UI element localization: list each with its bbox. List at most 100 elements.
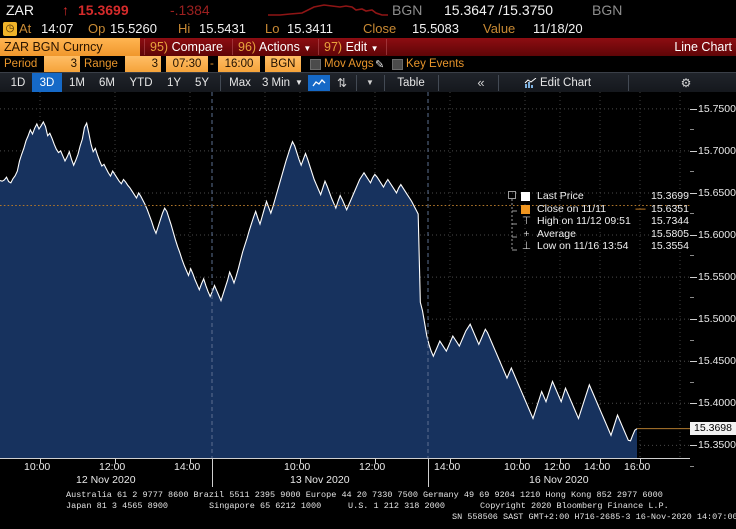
x-axis-date-label: 16 Nov 2020 [529,474,589,486]
x-axis-tick-label: 10:00 [504,461,531,473]
range-5y-button[interactable]: 5Y [194,77,210,89]
x-axis-tick-mark [450,459,451,463]
y-axis-minor-tick [690,213,694,215]
x-axis-tick-mark [115,459,116,463]
key-events-label[interactable]: Key Events [406,58,465,70]
ticker-arrow-icon: ↑ [62,2,69,18]
x-axis-date-label: 13 Nov 2020 [290,474,350,486]
ticker-header-row: ZAR ↑ 15.3699 -.1384 BGN 15.3647 /15.375… [0,0,736,20]
x-axis-tick-mark [520,459,521,463]
range-input[interactable]: 3 [125,56,161,72]
chevron-down-small-icon[interactable]: ▼ [366,78,374,87]
compare-button[interactable]: 95) Compare [150,38,223,56]
pencil-icon[interactable]: ✎ [375,59,385,71]
range-ytd-button[interactable]: YTD [129,77,153,89]
collapse-left-icon[interactable]: « [477,75,485,90]
actions-button[interactable]: 96) Actions ▼ [238,38,311,56]
chevron-down-icon[interactable]: ▼ [295,78,303,87]
legend-swatch-icon [521,204,530,214]
edit-chart-icon[interactable] [520,73,540,93]
value-label: Value [483,21,516,36]
legend-label: Average [537,227,576,240]
edit-button[interactable]: 97) Edit ▼ [324,38,379,56]
legend-item-average[interactable]: + Average 15.5805 [519,228,689,241]
chevron-down-icon: ▼ [303,44,312,53]
range-label: Range [84,58,118,70]
y-axis-minor-tick [690,171,694,173]
y-axis-tick-label: 15.7000 [698,144,736,157]
gear-icon[interactable]: ⚙ [680,76,692,90]
ticker-change: -.1384 [170,2,210,18]
line-chart-icon[interactable] [308,75,330,91]
chart-type-label[interactable]: Line Chart [674,40,732,54]
ticker-last-price: 15.3699 [78,2,129,18]
legend-label: Close on 11/11 [537,202,607,215]
y-axis-minor-tick [690,129,694,131]
x-axis-tick-mark [600,459,601,463]
period-input[interactable]: 3 [44,56,80,72]
mov-avgs-checkbox[interactable] [310,59,321,70]
range-max-button[interactable]: Max [229,77,251,89]
average-marker-icon: + [523,227,530,240]
range-1y-button[interactable]: 1Y [166,77,182,89]
footer-contacts-line1: Australia 61 2 9777 8600 Brazil 5511 239… [66,490,663,500]
at-time: 14:07 [41,21,74,36]
legend-swatch-icon [521,192,530,201]
footer-japan: Japan 81 3 4565 8900 [66,501,169,511]
high-value: 15.5431 [199,21,246,36]
y-axis-tick-mark [690,403,697,405]
chart-legend: Last Price 15.3699 Close on 11/11 ---- 1… [519,190,689,253]
footer-session-info: SN 558506 SAST GMT+2:00 H716-2685-3 16-N… [452,512,736,522]
actions-number: 96) [238,40,257,54]
key-events-checkbox[interactable] [392,59,403,70]
security-field[interactable]: ZAR BGN Curncy [0,38,140,56]
range-6m-button[interactable]: 6M [99,77,115,89]
range-1m-button[interactable]: 1M [69,77,85,89]
ticker-source-right: BGN [592,2,623,18]
mov-avgs-label[interactable]: Mov Avgs [324,58,374,70]
y-axis-tick-mark [690,150,697,152]
time-start-input[interactable]: 07:30 [166,56,208,72]
y-axis-minor-tick [690,255,694,257]
range-3d-button[interactable]: 3D [32,73,62,93]
clock-icon[interactable]: ◷ [3,22,17,36]
table-button[interactable]: Table [397,77,425,89]
y-axis-minor-tick [690,465,694,467]
y-axis-tick-label: 15.3500 [698,439,736,452]
compare-number: 95) [150,40,169,54]
interval-select[interactable]: 3 Min [261,77,291,89]
y-axis-tick-mark [690,319,697,321]
chart-price-line [0,120,638,442]
y-axis-tick-mark [690,108,697,110]
x-axis-tick-label: 12:00 [99,461,126,473]
low-label: Lo [265,21,280,36]
legend-value: 15.7344 [651,215,689,228]
legend-item-close[interactable]: Close on 11/11 ---- 15.6351 [519,203,689,216]
legend-item-last-price[interactable]: Last Price 15.3699 [519,190,689,203]
legend-value: 15.6351 [651,202,689,215]
legend-tree-icon [508,191,517,251]
sort-icon[interactable]: ⇅ [336,76,348,90]
x-axis-tick-mark [560,459,561,463]
chart-area-fill [0,121,637,458]
x-axis-tick-label: 14:00 [584,461,611,473]
command-bar: ZAR BGN Curncy 95) Compare 96) Actions ▼… [0,38,736,56]
x-axis-tick-label: 14:00 [434,461,461,473]
x-axis-session-divider [212,459,213,487]
source-input[interactable]: BGN [265,56,301,72]
price-chart[interactable]: Last Price 15.3699 Close on 11/11 ---- 1… [0,92,690,458]
time-end-input[interactable]: 16:00 [218,56,260,72]
edit-chart-button[interactable]: Edit Chart [540,77,592,89]
value-date: 11/18/20 [533,21,583,36]
ticker-stats-row: ◷ At 14:07 Op 15.5260 Hi 15.5431 Lo 15.3… [0,20,736,38]
ticker-source-left: BGN [392,2,423,18]
x-axis-tick-label: 12:00 [359,461,386,473]
at-label: At [19,21,32,36]
low-marker-icon: ⊥ [521,240,532,253]
legend-item-high[interactable]: ⊤ High on 11/12 09:51 15.7344 [519,215,689,228]
edit-label: Edit [345,40,368,54]
chart-plot-area [0,92,690,458]
legend-item-low[interactable]: ⊥ Low on 11/16 13:54 15.3554 [519,240,689,253]
ticker-symbol[interactable]: ZAR [6,2,34,18]
range-1d-button[interactable]: 1D [10,77,26,89]
